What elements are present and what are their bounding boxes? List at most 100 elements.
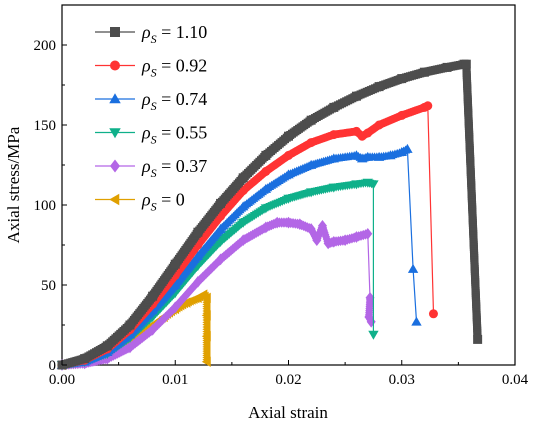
legend-label: ρS = 0.74 [141,89,207,113]
data-point [125,320,135,330]
series-layer [56,59,483,371]
data-point [238,218,249,228]
data-point [201,292,211,303]
legend-item: ρS = 1.10 [95,22,207,46]
data-point [368,330,379,340]
data-point [351,180,362,190]
data-point [351,231,361,243]
data-point [329,102,339,112]
data-point [261,166,271,176]
plot-frame [61,4,516,366]
legend-marker [109,128,121,139]
x-tick-label: 0.00 [49,372,75,388]
x-tick-label: 0.02 [275,372,301,388]
legend-label: ρS = 0.55 [141,123,207,147]
data-point [312,234,322,247]
data-point [306,223,316,235]
data-point [238,173,248,183]
data-point [272,216,282,229]
data-point [80,354,90,364]
legend-marker [109,193,120,206]
data-point [397,74,407,84]
data-point [170,259,180,269]
data-point [216,253,226,266]
legend-label: ρS = 0 [141,190,185,214]
legend-marker [109,93,121,104]
data-point [363,128,373,138]
data-point [365,291,375,304]
y-tick-label: 50 [41,278,56,294]
data-point [260,204,272,214]
legend-item: ρS = 0.37 [95,156,207,180]
data-point [351,150,362,160]
data-point [261,150,271,160]
legend-item: ρS = 0 [95,190,185,214]
legend-item: ρS = 0.92 [95,56,207,80]
data-point [419,67,429,77]
legend-item: ρS = 0.74 [95,89,207,113]
data-point [261,221,271,234]
data-point [397,110,407,120]
x-tick-label: 0.03 [389,372,415,388]
data-point [328,153,339,163]
data-point [411,316,422,326]
data-point [362,151,373,161]
data-point [461,59,471,69]
legend-label: ρS = 0.92 [141,56,207,80]
legend-marker [110,27,120,37]
data-point [216,198,226,208]
data-point [351,91,361,101]
data-point [329,130,339,140]
data-point [238,186,248,196]
data-point [170,301,180,314]
data-point [215,237,226,247]
y-axis: 0 50 100 150 200 [34,38,67,374]
data-point [260,183,272,193]
data-point [283,169,294,179]
legend-marker [110,159,120,173]
data-point [102,341,112,351]
data-point [181,297,191,308]
x-tick-label: 0.04 [502,372,529,388]
legend-label: ρS = 0.37 [141,156,207,180]
data-point [148,323,158,336]
legend-item: ρS = 0.55 [95,123,207,147]
data-point [306,138,316,148]
y-tick-label: 100 [34,198,57,214]
data-point [284,150,293,160]
data-point [374,120,384,130]
data-point [305,188,317,198]
data-point [374,82,384,92]
y-tick-label: 200 [34,38,57,54]
data-point [201,310,211,321]
data-point [363,227,373,240]
data-point [396,147,407,157]
x-axis: 0.00 0.01 0.02 0.03 0.04 [49,360,529,388]
legend-marker [110,60,120,71]
data-point [402,143,413,153]
data-point [295,218,305,231]
data-point [328,183,339,193]
data-point [192,251,204,261]
data-point [193,227,203,237]
data-point [283,194,294,204]
data-point [125,341,135,354]
series-1.10 [57,59,483,370]
legend: ρS = 1.10 ρS = 0.92 ρS = 0.74 ρS = 0.55 ρS =… [95,22,207,214]
data-point [442,62,452,72]
y-tick-label: 150 [34,118,57,134]
data-point [215,223,226,233]
plot-area [56,4,516,371]
data-point [473,334,483,344]
y-axis-title: Axial stress/MPa [4,126,23,243]
x-axis-title: Axial strain [248,403,328,422]
data-point [329,235,339,248]
data-point [385,150,396,160]
data-point [284,216,293,229]
data-point [193,275,203,288]
data-point [201,356,211,367]
data-point [373,151,385,161]
legend-label: ρS = 1.10 [141,22,207,46]
data-point [238,201,249,211]
